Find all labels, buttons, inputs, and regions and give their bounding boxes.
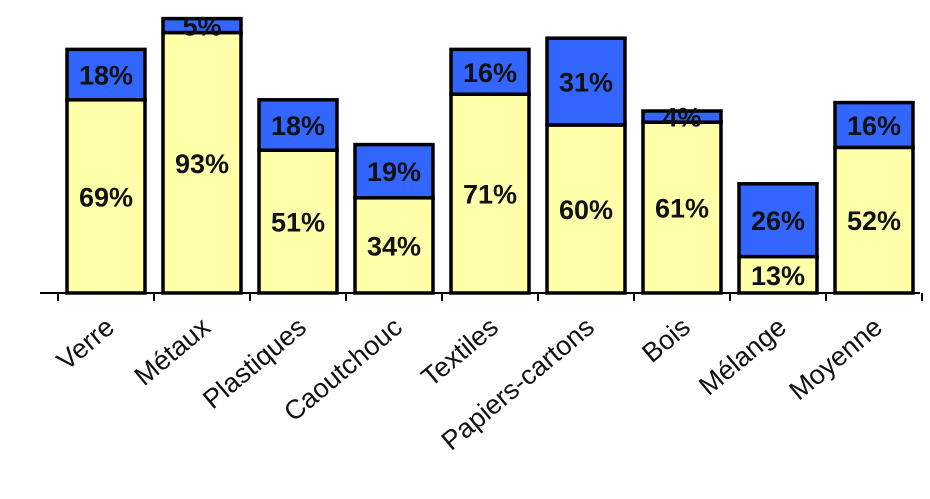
bar-upper-0 — [65, 47, 147, 102]
value-label-upper-4: 16% — [463, 58, 517, 88]
value-label-lower-2: 51% — [271, 208, 325, 238]
value-label-upper-3: 19% — [367, 157, 421, 187]
value-label-upper-6: 4% — [662, 103, 701, 133]
value-label-lower-8: 52% — [847, 206, 901, 236]
value-label-lower-4: 71% — [463, 180, 517, 210]
category-label-7: Mélange — [693, 312, 792, 402]
bar-lower-2 — [257, 148, 339, 295]
x-axis-ticks — [57, 293, 923, 301]
category-label-0: Verre — [51, 312, 120, 376]
bar-upper-7 — [737, 182, 819, 259]
bar-lower-0 — [65, 98, 147, 295]
value-label-lower-3: 34% — [367, 231, 421, 261]
category-label-8: Moyenne — [783, 312, 887, 406]
value-label-lower-5: 60% — [559, 195, 613, 225]
value-label-upper-5: 31% — [559, 68, 613, 98]
value-label-lower-6: 61% — [655, 194, 709, 224]
value-labels-layer: 69% 18% 93% 5% 51% 18% 34% 19% 71% 16% 60% 31% 61% 4%… — [79, 12, 901, 291]
value-label-upper-1: 5% — [182, 12, 221, 42]
value-label-upper-7: 26% — [751, 206, 805, 236]
value-label-upper-0: 18% — [79, 61, 133, 91]
value-label-lower-0: 69% — [79, 182, 133, 212]
bar-lower-1 — [161, 30, 243, 295]
bar-lower-3 — [353, 196, 435, 295]
bar-upper-4 — [449, 47, 531, 96]
bar-lower-6 — [641, 120, 723, 295]
value-label-lower-1: 93% — [175, 149, 229, 179]
category-label-1: Métaux — [129, 311, 216, 391]
value-label-lower-7: 13% — [751, 261, 805, 291]
category-label-4: Textiles — [416, 312, 504, 393]
bar-upper-8 — [833, 100, 915, 150]
bars-layer — [65, 16, 915, 295]
value-label-upper-8: 16% — [847, 111, 901, 141]
bar-upper-6 — [641, 109, 723, 124]
bar-upper-2 — [257, 98, 339, 152]
bar-upper-1 — [161, 16, 243, 35]
bar-lower-8 — [833, 145, 915, 295]
value-label-upper-2: 18% — [271, 111, 325, 141]
bar-upper-3 — [353, 142, 435, 200]
bar-lower-4 — [449, 92, 531, 295]
bar-upper-5 — [545, 36, 627, 127]
bar-lower-5 — [545, 123, 627, 295]
category-label-6: Bois — [636, 312, 696, 369]
